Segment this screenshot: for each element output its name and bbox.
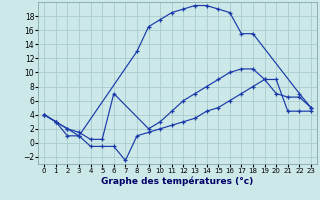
X-axis label: Graphe des températures (°c): Graphe des températures (°c) (101, 177, 254, 186)
